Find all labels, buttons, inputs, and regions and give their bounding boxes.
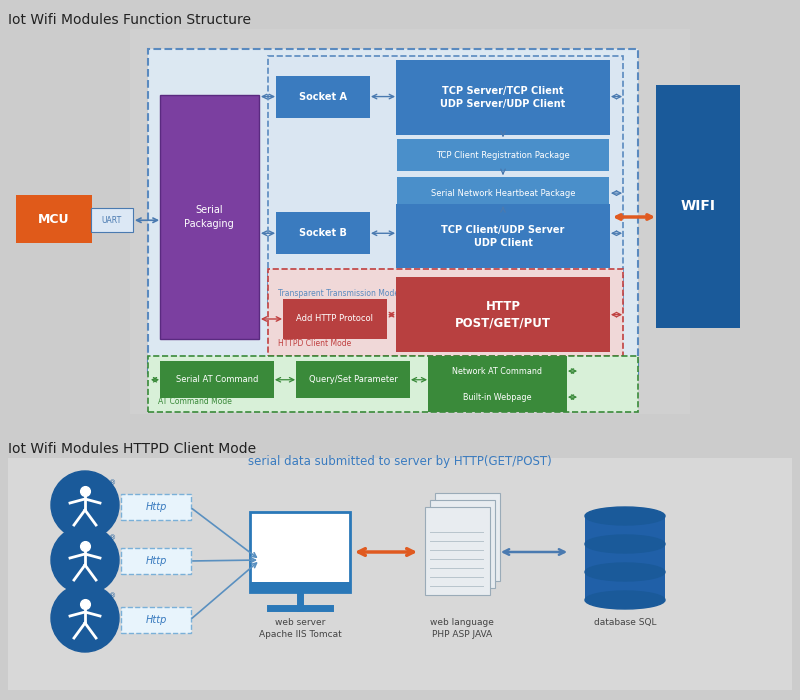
Text: ®: ®	[110, 535, 117, 541]
FancyBboxPatch shape	[585, 544, 665, 572]
FancyBboxPatch shape	[397, 177, 609, 209]
FancyBboxPatch shape	[148, 356, 638, 412]
FancyBboxPatch shape	[276, 76, 370, 118]
FancyBboxPatch shape	[16, 195, 92, 243]
FancyBboxPatch shape	[121, 607, 191, 633]
Ellipse shape	[585, 563, 665, 581]
Text: Iot Wifi Modules HTTPD Client Mode: Iot Wifi Modules HTTPD Client Mode	[8, 442, 256, 456]
Text: Http: Http	[146, 615, 166, 625]
Text: ®: ®	[110, 593, 117, 599]
Text: Network AT Command: Network AT Command	[452, 367, 542, 376]
FancyBboxPatch shape	[160, 361, 274, 398]
FancyBboxPatch shape	[396, 204, 610, 268]
Text: Http: Http	[146, 556, 166, 566]
Text: HTTP
POST/GET/PUT: HTTP POST/GET/PUT	[455, 300, 551, 330]
Text: ®: ®	[110, 480, 117, 486]
Text: web server
Apache IIS Tomcat: web server Apache IIS Tomcat	[258, 618, 342, 639]
FancyBboxPatch shape	[435, 493, 500, 581]
Text: AT Command Mode: AT Command Mode	[158, 397, 232, 406]
Text: Serial AT Command: Serial AT Command	[176, 375, 258, 384]
Text: TCP Server/TCP Client
UDP Server/UDP Client: TCP Server/TCP Client UDP Server/UDP Cli…	[440, 86, 566, 109]
FancyBboxPatch shape	[121, 494, 191, 520]
Text: Serial
Packaging: Serial Packaging	[184, 205, 234, 229]
FancyBboxPatch shape	[268, 269, 623, 356]
FancyBboxPatch shape	[585, 572, 665, 600]
Text: Add HTTP Protocol: Add HTTP Protocol	[297, 314, 374, 323]
Text: HTTPD Client Mode: HTTPD Client Mode	[278, 340, 351, 349]
Text: Built-in Webpage: Built-in Webpage	[462, 393, 531, 402]
FancyBboxPatch shape	[121, 548, 191, 574]
Text: UART: UART	[102, 216, 122, 225]
Circle shape	[51, 526, 119, 594]
Text: Socket A: Socket A	[299, 92, 347, 102]
Text: TCP Client/UDP Server
UDP Client: TCP Client/UDP Server UDP Client	[442, 225, 565, 248]
FancyBboxPatch shape	[250, 582, 350, 592]
Text: MCU: MCU	[38, 213, 70, 225]
FancyBboxPatch shape	[283, 300, 387, 339]
FancyBboxPatch shape	[148, 49, 638, 374]
FancyBboxPatch shape	[250, 512, 350, 592]
Text: Transparent Transmission Mode: Transparent Transmission Mode	[278, 289, 399, 298]
Text: Iot Wifi Modules Function Structure: Iot Wifi Modules Function Structure	[8, 13, 251, 27]
FancyBboxPatch shape	[130, 29, 690, 414]
FancyBboxPatch shape	[268, 57, 623, 306]
Text: Serial Network Heartbeat Package: Serial Network Heartbeat Package	[430, 188, 575, 197]
FancyBboxPatch shape	[585, 516, 665, 544]
Text: web language
PHP ASP JAVA: web language PHP ASP JAVA	[430, 618, 494, 639]
FancyBboxPatch shape	[396, 60, 610, 134]
FancyBboxPatch shape	[430, 500, 495, 588]
FancyBboxPatch shape	[656, 85, 740, 328]
Text: TCP Client Registration Package: TCP Client Registration Package	[436, 150, 570, 160]
FancyBboxPatch shape	[276, 211, 370, 254]
Text: serial data submitted to server by HTTP(GET/POST): serial data submitted to server by HTTP(…	[248, 456, 552, 468]
Ellipse shape	[585, 591, 665, 609]
FancyBboxPatch shape	[428, 356, 567, 386]
Text: Socket B: Socket B	[299, 228, 347, 238]
Text: database SQL: database SQL	[594, 618, 656, 627]
FancyBboxPatch shape	[428, 382, 567, 412]
FancyBboxPatch shape	[396, 276, 610, 351]
Ellipse shape	[585, 507, 665, 525]
Text: Query/Set Parameter: Query/Set Parameter	[309, 375, 398, 384]
FancyBboxPatch shape	[160, 95, 259, 339]
FancyBboxPatch shape	[296, 361, 410, 398]
Text: Http: Http	[146, 502, 166, 512]
Circle shape	[51, 584, 119, 652]
Text: WIFI: WIFI	[681, 199, 715, 213]
Circle shape	[51, 471, 119, 539]
FancyBboxPatch shape	[425, 507, 490, 595]
FancyBboxPatch shape	[397, 139, 609, 172]
FancyBboxPatch shape	[91, 209, 133, 232]
Ellipse shape	[585, 535, 665, 553]
FancyBboxPatch shape	[8, 458, 792, 690]
